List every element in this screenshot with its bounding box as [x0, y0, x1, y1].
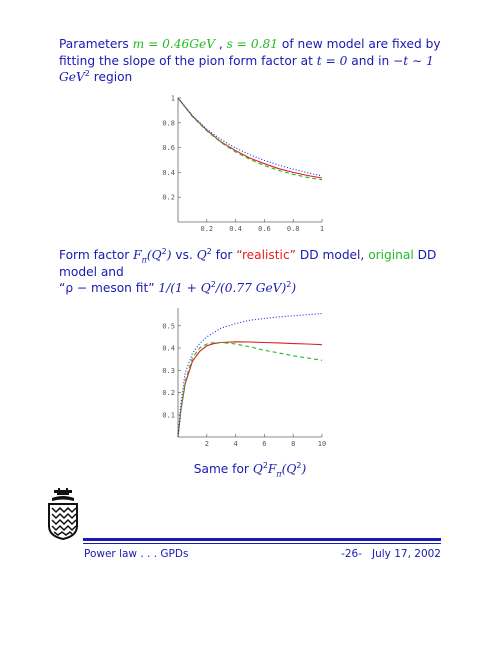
caption-F: F	[267, 462, 277, 476]
chart1-series-blue-dotted	[177, 97, 323, 177]
chart2-x-tick-label: 10	[318, 440, 326, 448]
p1-and-in: and in	[347, 53, 394, 68]
chart2-y-tick-label: 0.1	[162, 411, 175, 419]
rho-formula: 1/(1 + Q	[154, 281, 211, 295]
ff-pi: π	[141, 255, 147, 265]
chart2-series-blue-dotted	[177, 313, 323, 438]
chart1-y-tick-label: 0.2	[162, 194, 175, 202]
original-label: original	[368, 248, 414, 262]
chart1-series-red-solid	[177, 97, 323, 179]
chart1-y-tick-label: 1	[171, 95, 175, 103]
realistic-label: “realistic”	[236, 248, 296, 262]
p2-for: for	[211, 248, 237, 262]
parameters-paragraph: Parameters m = 0.46GeV , s = 0.81 of new…	[59, 36, 444, 86]
chart1-x-tick-label: 0.2	[200, 225, 213, 233]
chart1-series-green-dashed	[177, 97, 323, 181]
rho-formula-end: )	[291, 281, 297, 295]
chart2-y-tick-label: 0.2	[162, 389, 175, 397]
chart1-x-tick-label: 0.4	[229, 225, 242, 233]
t-equation: t = 0	[316, 53, 348, 68]
chart2-x-tick-label: 2	[205, 440, 209, 448]
chart1-y-tick-label: 0.4	[162, 169, 175, 177]
ff-arg-sup: 2	[161, 246, 167, 256]
footer-rule-thin	[83, 543, 441, 544]
chart1-x-tick-label: 1	[320, 225, 324, 233]
t-range: −t ∼ 1 GeV	[59, 53, 434, 85]
chart2-x-tick-label: 4	[233, 440, 237, 448]
caption-arg: (Q	[281, 462, 297, 476]
rho-formula-sup2: 2	[286, 279, 292, 289]
chart1-x-tick-label: 0.8	[287, 225, 300, 233]
range-sup: 2	[84, 68, 90, 78]
p2-dd-model: DD model,	[295, 248, 369, 262]
form-factor-paragraph: Form factor Fπ(Q2) vs. Q2 for “realistic…	[59, 247, 444, 297]
caption-Q-sup: 2	[262, 460, 268, 470]
chart1-y-tick-label: 0.8	[162, 119, 175, 127]
ff-arg: (Q	[146, 248, 162, 262]
ff-arg-close: )	[166, 248, 172, 262]
chart1-x-tick-label: 0.6	[258, 225, 271, 233]
p1-sep: ,	[215, 37, 227, 51]
ff-F: F	[133, 248, 142, 262]
caption-arg-sup: 2	[296, 460, 302, 470]
p1-rest: of new model are fixed by fitting the sl…	[59, 37, 441, 68]
rho-fit-label: “ρ − meson fit”	[59, 281, 155, 295]
caption-Q: Q	[252, 462, 263, 476]
chart2-y-tick-label: 0.3	[162, 367, 175, 375]
chart2-y-tick-label: 0.4	[162, 345, 175, 353]
p1-lead: Parameters	[59, 37, 133, 51]
chart2-y-tick-label: 0.5	[162, 322, 175, 330]
rho-formula-sup: 2	[210, 279, 216, 289]
vs-Q-sup: 2	[206, 246, 212, 256]
p2-dd-model-and: DD model and	[59, 248, 437, 279]
chart2-series-green-dashed	[177, 341, 323, 438]
chart2-series-red-solid	[177, 341, 323, 438]
caption-pi: π	[276, 469, 282, 479]
caption: Same for Q2Fπ(Q2)	[0, 460, 500, 479]
chart1-y-tick-label: 0.6	[162, 144, 175, 152]
footer-title: Power law . . . GPDs	[84, 548, 189, 560]
caption-prefix: Same for	[193, 462, 253, 476]
caption-arg-end: )	[301, 462, 307, 476]
m-parameter: m = 0.46GeV	[132, 37, 216, 51]
footer-rule-thick	[83, 538, 441, 541]
rho-formula-mid: /(0.77 GeV)	[215, 281, 287, 295]
chart2-x-tick-label: 8	[291, 440, 295, 448]
s-parameter: s = 0.81	[226, 37, 279, 51]
p2-lead: Form factor	[59, 248, 134, 262]
p1-tail: region	[89, 70, 133, 84]
vs-Q: Q	[196, 248, 207, 262]
chart2-x-tick-label: 6	[262, 440, 266, 448]
p2-vs: vs.	[171, 248, 197, 262]
university-crest-icon	[48, 488, 78, 540]
footer-page-date: -26- July 17, 2002	[341, 548, 441, 560]
